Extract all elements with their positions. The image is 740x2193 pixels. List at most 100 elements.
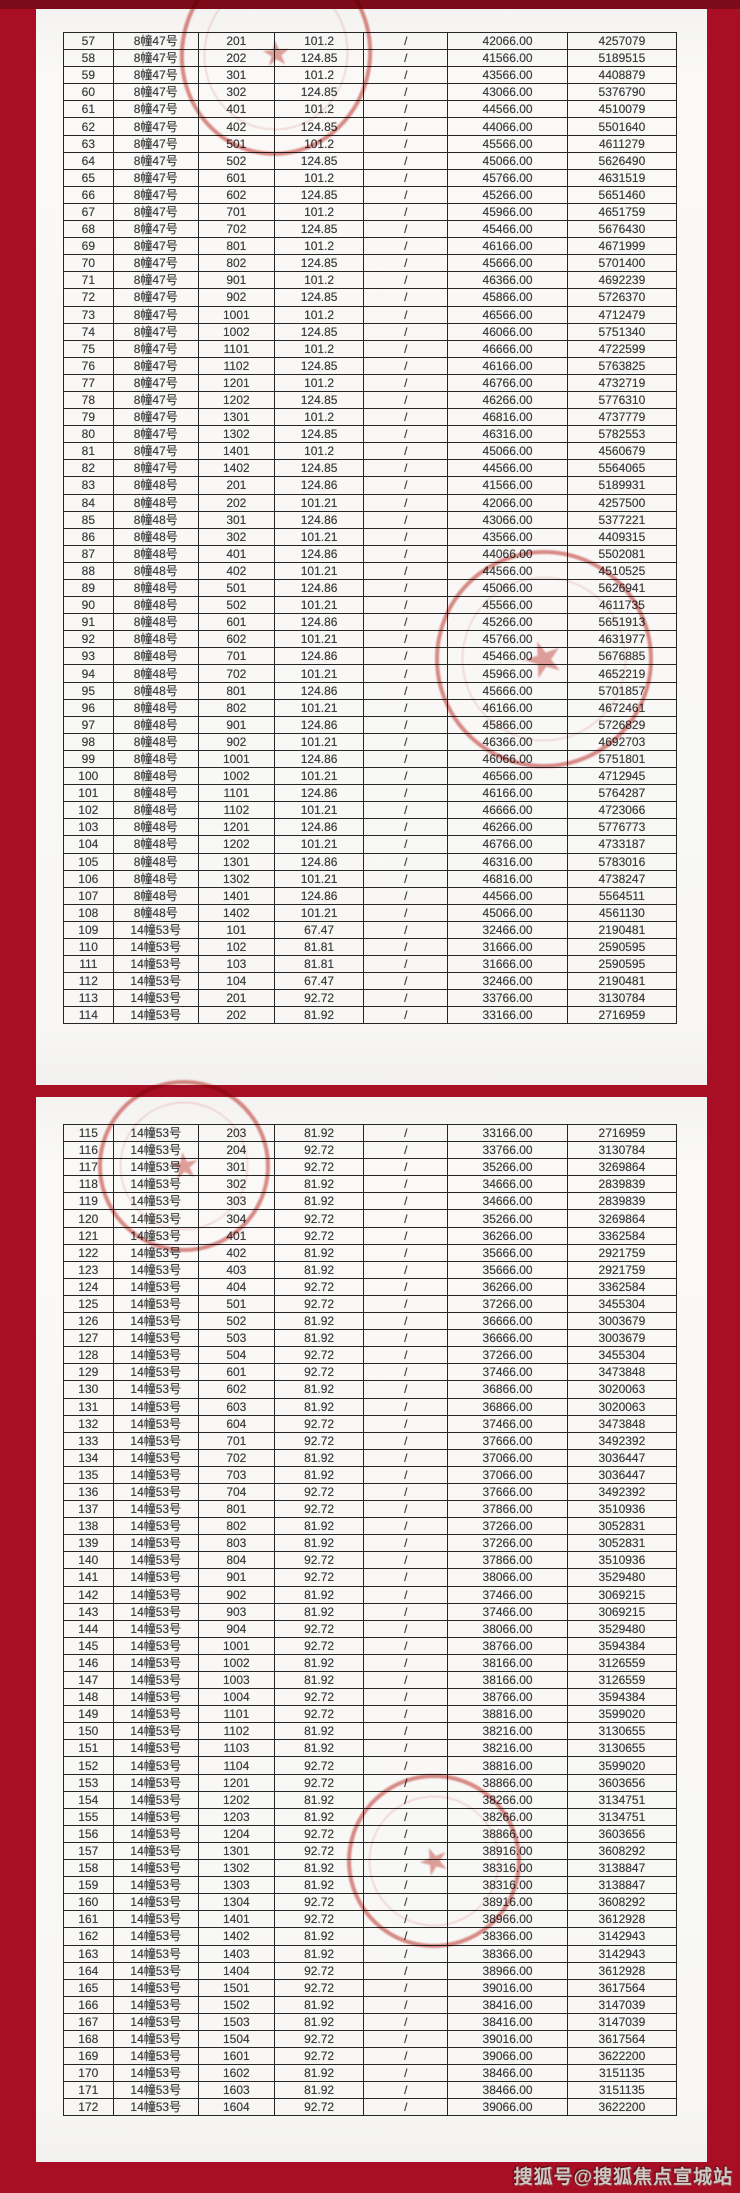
table-cell: 101.21 xyxy=(273,561,365,581)
table-row: 149 14幢53号 1101 92.72/38816.00 3599020 xyxy=(63,1705,678,1724)
table-cell: 2716959 xyxy=(566,1006,678,1025)
table-cell: 2921759 xyxy=(566,1260,678,1279)
table-cell: 165 xyxy=(63,1978,114,1997)
table-cell: 8幢48号 xyxy=(112,903,199,922)
table-cell: 124.85 xyxy=(273,459,365,478)
table-cell: 4738247 xyxy=(566,869,678,888)
table-cell: 45066.00 xyxy=(447,442,568,461)
table-cell: 81.92 xyxy=(273,1380,365,1399)
table-cell: 38216.00 xyxy=(447,1739,568,1758)
table-row: 83 8幢48号 201 124.86/41566.00 5189931 xyxy=(63,476,678,495)
table-cell: 140 xyxy=(63,1551,114,1570)
table-cell: 41566.00 xyxy=(447,476,568,495)
table-cell: 88 xyxy=(63,561,114,581)
table-cell: 81.92 xyxy=(273,1602,365,1621)
table-cell: 101.2 xyxy=(273,442,365,461)
table-cell: 142 xyxy=(63,1585,114,1604)
table-cell: 104 xyxy=(63,835,114,854)
table-cell: 81.92 xyxy=(273,2064,365,2083)
table-cell: 124.85 xyxy=(273,390,365,410)
table-cell: 4732719 xyxy=(566,373,678,392)
table-cell: 171 xyxy=(63,2081,114,2100)
table-cell: 1501 xyxy=(197,1978,275,1997)
table-cell: 150 xyxy=(63,1722,114,1741)
table-cell: 71 xyxy=(63,271,114,290)
table-cell: 81.81 xyxy=(273,955,365,974)
table-cell: 8幢48号 xyxy=(112,664,199,683)
table-cell: / xyxy=(363,886,449,905)
table-cell: 135 xyxy=(63,1465,114,1484)
table-cell: 92.72 xyxy=(273,1756,365,1775)
table-cell: 902 xyxy=(197,1585,275,1604)
table-cell: 81 xyxy=(63,442,114,461)
table-cell: / xyxy=(363,305,449,324)
table-cell: 902 xyxy=(197,732,275,751)
table-cell: / xyxy=(363,1226,449,1245)
table-cell: 46316.00 xyxy=(447,425,568,444)
table-cell: 37266.00 xyxy=(447,1534,568,1553)
table-cell: 124.85 xyxy=(273,254,365,273)
table-cell: / xyxy=(363,596,449,615)
table-row: 76 8幢47号 1102 124.85/46166.00 5763825 xyxy=(63,356,678,375)
table-cell: 5564065 xyxy=(566,459,678,478)
table-cell: 92.72 xyxy=(273,2098,365,2117)
table-cell: 704 xyxy=(197,1482,275,1502)
table-cell: 43066.00 xyxy=(447,83,568,102)
table-cell: / xyxy=(363,578,449,598)
table-cell: / xyxy=(363,134,449,153)
table-cell: 101.2 xyxy=(273,271,365,290)
table-cell: / xyxy=(363,1670,449,1690)
table-cell: 14幢53号 xyxy=(112,937,199,957)
table-cell: 99 xyxy=(63,749,114,769)
table-cell: 3142943 xyxy=(566,1927,678,1946)
table-cell: 92.72 xyxy=(273,1363,365,1382)
table-cell: 1303 xyxy=(197,1876,275,1895)
table-cell: / xyxy=(363,784,449,803)
table-cell: / xyxy=(363,1653,449,1673)
table-row: 79 8幢47号 1301 101.2/46816.00 4737779 xyxy=(63,408,678,427)
table-cell: 166 xyxy=(63,1995,114,2014)
table-cell: / xyxy=(363,1619,449,1638)
table-cell: 702 xyxy=(197,220,275,239)
table-cell: 1203 xyxy=(197,1807,275,1826)
table-cell: 103 xyxy=(63,818,114,837)
table-cell: 4257500 xyxy=(566,493,678,512)
table-cell: 1404 xyxy=(197,1961,275,1980)
table-cell: 8幢47号 xyxy=(112,390,199,410)
table-cell: 1603 xyxy=(197,2081,275,2100)
table-cell: 101.21 xyxy=(273,801,365,820)
table-cell: 81.92 xyxy=(273,2012,365,2031)
table-cell: 92.72 xyxy=(273,1893,365,1912)
table-cell: 44566.00 xyxy=(447,459,568,478)
table-cell: 2590595 xyxy=(566,937,678,957)
table-cell: 3069215 xyxy=(566,1602,678,1621)
table-cell: 5776773 xyxy=(566,818,678,837)
table-cell: 702 xyxy=(197,1448,275,1467)
table-cell: / xyxy=(363,1482,449,1502)
table-cell: 5501640 xyxy=(566,117,678,136)
table-cell: 137 xyxy=(63,1500,114,1519)
table-cell: 8幢48号 xyxy=(112,715,199,734)
table-cell: 160 xyxy=(63,1893,114,1912)
table-cell: 97 xyxy=(63,715,114,734)
table-cell: 33166.00 xyxy=(447,1006,568,1025)
table-cell: 2921759 xyxy=(566,1243,678,1262)
table-cell: 4408879 xyxy=(566,66,678,85)
table-cell: 1002 xyxy=(197,322,275,341)
table-cell: 36666.00 xyxy=(447,1312,568,1331)
table-cell: 136 xyxy=(63,1482,114,1502)
table-row: 85 8幢48号 301 124.86/43066.00 5377221 xyxy=(63,510,678,529)
table-row: 141 14幢53号 901 92.72/38066.00 3529480 xyxy=(63,1568,678,1587)
table-cell: 39016.00 xyxy=(447,2029,568,2049)
table-cell: 5783016 xyxy=(566,852,678,871)
table-row: 112 14幢53号 104 67.47/32466.00 2190481 xyxy=(63,972,678,991)
table-cell: 1001 xyxy=(197,305,275,324)
table-cell: / xyxy=(363,339,449,358)
table-cell: 126 xyxy=(63,1312,114,1331)
table-cell: 38066.00 xyxy=(447,1619,568,1638)
table-cell: 92.72 xyxy=(273,1346,365,1365)
table-cell: 143 xyxy=(63,1602,114,1621)
table-cell: 1103 xyxy=(197,1739,275,1758)
table-cell: / xyxy=(363,1568,449,1587)
table-cell: 101.2 xyxy=(273,305,365,324)
